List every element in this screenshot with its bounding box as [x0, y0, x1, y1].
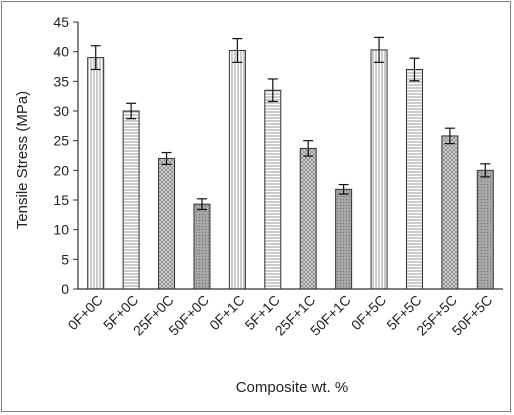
bar-5F+1C: [264, 89, 282, 290]
y-tick-label: 0: [61, 281, 69, 297]
bar-5F+5C: [405, 68, 423, 290]
y-axis-title: Tensile Stress (MPa): [14, 91, 31, 229]
y-tick-label: 5: [61, 251, 69, 267]
bar-0F+0C: [87, 57, 105, 290]
y-tick-label: 30: [53, 103, 69, 119]
x-axis-category-labels: 0F+0C5F+0C25F+0C50F+0C0F+1C5F+1C25F+1C50…: [65, 292, 496, 339]
bar-50F+5C: [476, 169, 494, 290]
bar-25F+1C: [299, 147, 317, 290]
bar-25F+0C: [158, 157, 176, 290]
x-category-label: 0F+5C: [348, 292, 389, 333]
y-axis-ticks: 0 5 10 15 20 25 30 35 40 45: [53, 14, 78, 297]
x-axis-title: Composite wt. %: [236, 379, 349, 396]
bar-0F+1C: [228, 49, 246, 290]
error-bars: [90, 36, 491, 211]
y-tick-label: 10: [53, 222, 69, 238]
bar-50F+1C: [335, 188, 353, 290]
bar-5F+0C: [122, 110, 140, 290]
y-tick-label: 15: [53, 192, 69, 208]
x-category-label: 0F+1C: [206, 292, 247, 333]
bars: [87, 49, 494, 290]
y-tick-label: 45: [53, 14, 69, 30]
axes: [77, 22, 503, 290]
bar-50F+0C: [193, 203, 211, 290]
bar-0F+5C: [370, 49, 388, 290]
y-tick-label: 25: [53, 133, 69, 149]
y-tick-label: 35: [53, 73, 69, 89]
x-category-label: 0F+0C: [65, 292, 106, 333]
y-tick-label: 20: [53, 162, 69, 178]
y-tick-label: 40: [53, 44, 69, 60]
bar-25F+5C: [441, 135, 459, 290]
